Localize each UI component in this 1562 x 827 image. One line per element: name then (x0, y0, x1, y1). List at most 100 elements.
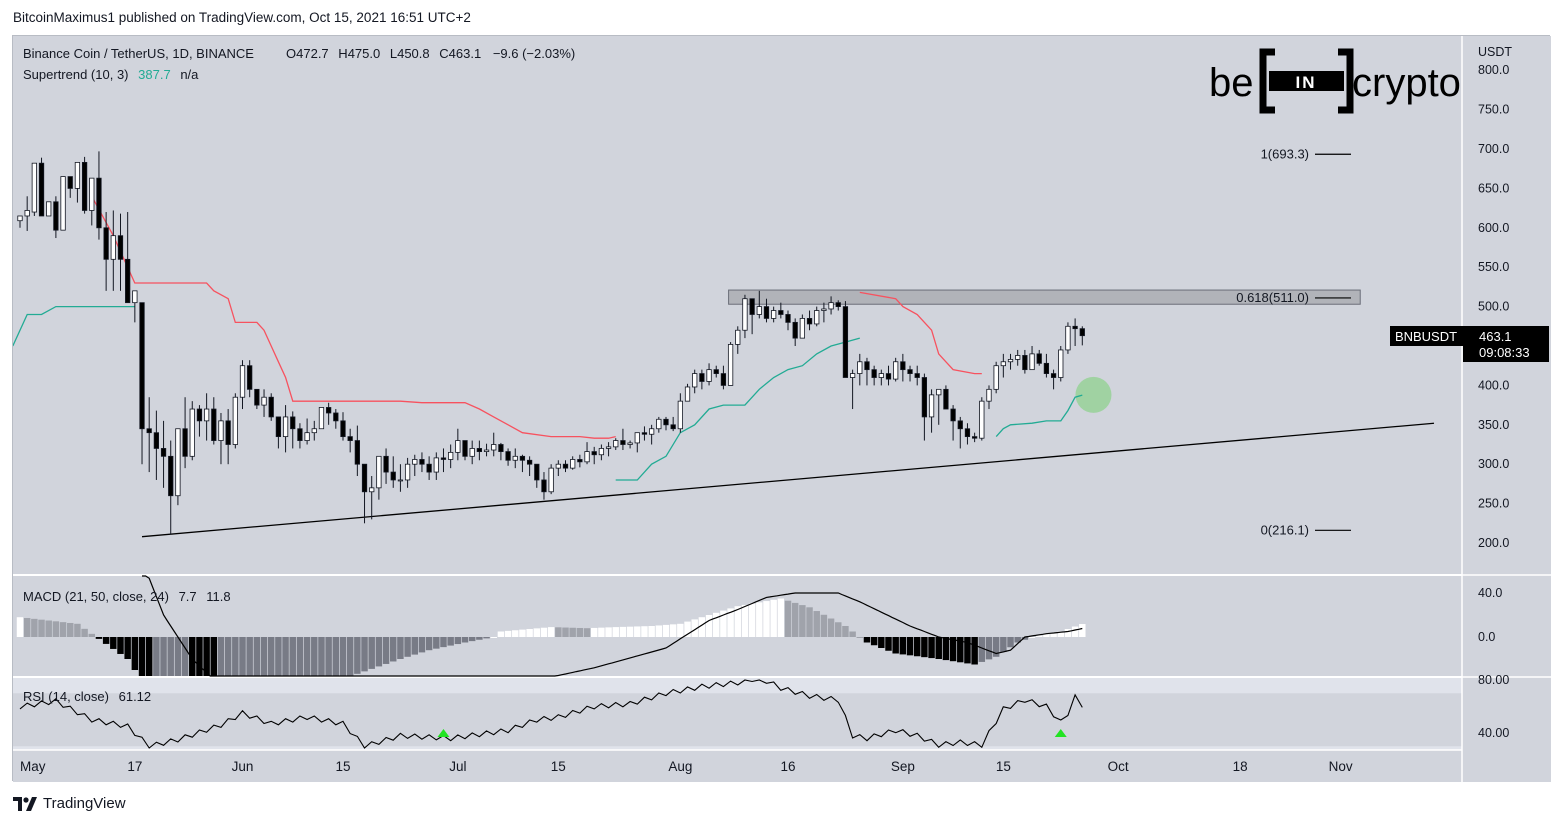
candle (168, 440, 174, 535)
candle (893, 357, 899, 382)
macd-histogram-bar (684, 621, 691, 637)
candle-body (247, 365, 253, 390)
price-tick-label: 600.0 (1478, 221, 1509, 235)
candle-body (986, 388, 992, 402)
macd-histogram-bar (447, 637, 454, 646)
rsi-line (19, 679, 1083, 749)
candle-body (390, 471, 396, 481)
ticker-badge: BNBUSDT (1395, 329, 1457, 344)
candle (857, 353, 863, 386)
candle (936, 388, 942, 425)
candle-body (627, 442, 633, 445)
supertrend-value: 387.7 (138, 67, 171, 82)
candle-body (67, 176, 73, 189)
chart-svg[interactable]: 1(693.3) 0.618(511.0) 0(216.1) 200.0 250.0 3… (12, 36, 1551, 782)
macd-histogram-bar (174, 637, 182, 676)
macd-histogram-bar (583, 628, 591, 637)
candle-body (670, 424, 676, 430)
candle (318, 407, 325, 430)
price-badge[interactable]: BNBUSDT 463.1 09:08:33 (1390, 326, 1549, 362)
candle (1022, 349, 1028, 374)
candle (584, 442, 590, 465)
supertrend-down-line (91, 195, 616, 439)
macd-histogram-bar (1000, 637, 1007, 653)
candle (620, 428, 626, 451)
candle (412, 454, 418, 477)
candle (282, 405, 289, 453)
candle-body (663, 418, 669, 426)
candle (74, 161, 81, 203)
macd-histogram-bar (289, 637, 296, 676)
pane-backgrounds (13, 36, 1551, 782)
candle (225, 409, 231, 465)
candle-body (311, 428, 317, 434)
candle-body (649, 428, 655, 435)
candle-body (440, 457, 447, 460)
rsi-tick-label: 80.00 (1478, 673, 1509, 687)
candle (842, 301, 849, 378)
price-tick-label: 400.0 (1478, 378, 1509, 392)
candle (182, 397, 188, 469)
candle-body (182, 428, 188, 457)
candle-body (361, 463, 368, 493)
macd-histogram-bar (870, 637, 878, 646)
fib-level-label: 1(693.3) (1261, 146, 1309, 161)
macd-histogram-bar (425, 637, 433, 651)
candle-body (871, 369, 877, 378)
candle (799, 314, 805, 339)
candle (684, 383, 691, 402)
time-tick-label: Nov (1329, 759, 1353, 774)
time-axis-bg (13, 750, 1462, 782)
fibonacci-layer: 1(693.3) 0.618(511.0) 0(216.1) (1236, 146, 1351, 537)
candle (369, 476, 375, 520)
candle-body (727, 344, 734, 386)
candle-body (53, 201, 59, 231)
macd-histogram-bar (131, 637, 139, 670)
publish-line: BitcoinMaximus1 published on TradingView… (13, 10, 471, 25)
resistance-box[interactable] (728, 289, 1361, 305)
candle (526, 456, 533, 477)
candle (749, 298, 755, 335)
candle-body (232, 396, 238, 445)
candle (605, 442, 612, 457)
candle (835, 300, 841, 311)
candle-body (900, 361, 906, 371)
candle-body (993, 365, 999, 390)
candle-body (548, 467, 554, 493)
candle-body (799, 318, 805, 339)
candle (333, 409, 339, 429)
tradingview-footer[interactable]: TradingView (13, 795, 126, 812)
support-trendline[interactable] (141, 422, 1435, 538)
supertrend-up-line (615, 337, 860, 481)
macd-histogram-bar (1079, 624, 1086, 637)
candle (218, 412, 224, 465)
candle (771, 306, 777, 323)
candle-body (261, 396, 267, 406)
macd-histogram-bar (978, 637, 986, 662)
macd-histogram-bar (992, 637, 1000, 657)
macd-histogram-bar (339, 637, 347, 676)
macd-histogram-bar (397, 637, 404, 659)
macd-histogram-bar (784, 600, 792, 637)
chart-frame[interactable]: 1(693.3) 0.618(511.0) 0(216.1) 200.0 250.0 3… (12, 35, 1551, 782)
candle-body (1050, 373, 1057, 378)
macd-histogram-bar (835, 622, 842, 637)
rsi-label: RSI (14, close) (23, 689, 109, 704)
candle-body (842, 306, 849, 378)
candle-body (31, 162, 37, 213)
candle-body (275, 416, 282, 438)
candle (598, 444, 605, 461)
candle-body (74, 161, 81, 189)
macd-histogram-bar (1035, 635, 1043, 637)
price-tick-label: 550.0 (1478, 260, 1509, 274)
highlight-circle[interactable] (1075, 376, 1112, 413)
price-axis-bg (1462, 36, 1551, 782)
candle-body (1065, 325, 1071, 351)
macd-histogram-bar (1057, 631, 1064, 637)
candle-body (498, 444, 504, 452)
candle (735, 326, 741, 354)
candle (713, 365, 719, 378)
candle-body (426, 463, 432, 473)
macd-histogram-bar (562, 627, 569, 637)
candle-body (928, 394, 935, 418)
